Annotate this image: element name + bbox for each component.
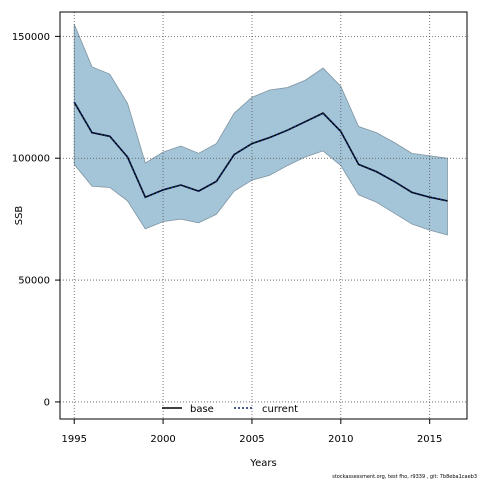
x-tick-label: 2010 <box>328 434 353 445</box>
legend-label-current: current <box>262 404 298 415</box>
footnote: stockassessment.org, test fho, r9339 , g… <box>332 474 477 480</box>
x-axis-title: Years <box>249 458 276 469</box>
confidence-band <box>73 24 448 236</box>
x-tick-label: 2005 <box>239 434 264 445</box>
axis-layer: 1995 2000 2005 2010 2015 0 50000 100000 150000 <box>12 32 443 445</box>
grid-layer <box>60 12 467 419</box>
plot-frame <box>59 11 468 420</box>
y-tick-label: 100000 <box>12 154 50 165</box>
x-tick-label: 1995 <box>61 434 86 445</box>
x-tick-label: 2015 <box>417 434 442 445</box>
series-line-current <box>73 101 448 202</box>
legend: base current <box>162 404 298 415</box>
y-tick-label: 0 <box>44 397 50 408</box>
x-tick-label: 2000 <box>150 434 175 445</box>
y-axis-title: SSB <box>14 206 25 226</box>
legend-label-base: base <box>190 404 214 415</box>
series-layer <box>73 101 448 202</box>
confidence-band-layer <box>73 24 448 236</box>
y-tick-label: 150000 <box>12 32 50 43</box>
y-tick-label: 50000 <box>18 276 50 287</box>
